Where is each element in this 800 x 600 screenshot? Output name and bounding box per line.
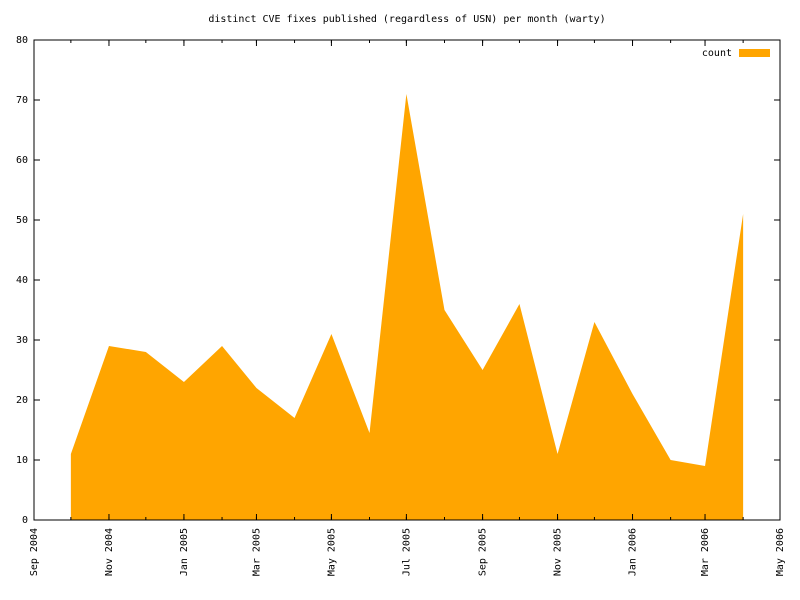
x-tick-label: Sep 2004 xyxy=(29,528,40,576)
y-tick-label: 70 xyxy=(16,95,28,106)
y-tick-label: 30 xyxy=(16,335,28,346)
y-tick-label: 20 xyxy=(16,395,28,406)
y-tick-label: 50 xyxy=(16,215,28,226)
x-tick-label: Mar 2006 xyxy=(700,528,711,576)
x-tick-label: Jan 2005 xyxy=(179,528,190,576)
legend-swatch xyxy=(739,49,770,57)
x-tick-label: Jul 2005 xyxy=(401,528,412,576)
x-tick-label: Nov 2005 xyxy=(553,528,564,576)
y-tick-label: 10 xyxy=(16,455,28,466)
x-tick-label: Mar 2005 xyxy=(251,528,262,576)
y-tick-label: 40 xyxy=(16,275,28,286)
y-tick-label: 0 xyxy=(22,515,28,526)
chart-title: distinct CVE fixes published (regardless… xyxy=(208,14,605,25)
x-tick-label: Jan 2006 xyxy=(628,528,639,576)
x-tick-label: Nov 2004 xyxy=(104,528,115,576)
area xyxy=(70,94,744,520)
y-tick-label: 80 xyxy=(16,35,28,46)
y-tick-label: 60 xyxy=(16,155,28,166)
legend-label: count xyxy=(702,48,732,59)
x-tick-label: Sep 2005 xyxy=(478,528,489,576)
x-tick-label: May 2006 xyxy=(775,528,786,576)
x-tick-label: May 2005 xyxy=(326,528,337,576)
